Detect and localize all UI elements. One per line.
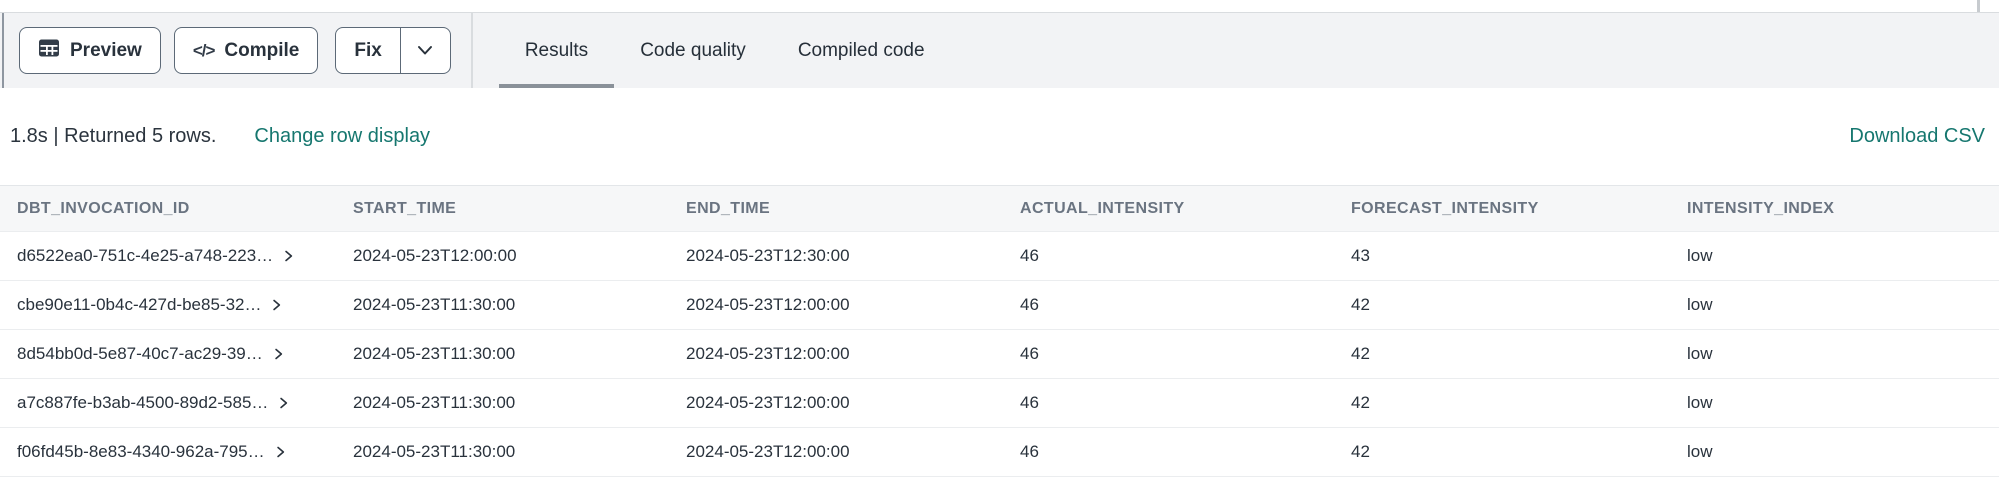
tab-results-label: Results [524, 39, 589, 61]
invocation-id-text: a7c887fe-b3ab-4500-89d2-585… [17, 393, 269, 412]
cell-dbt-invocation-id: 8d54bb0d-5e87-40c7-ac29-39… [0, 329, 336, 379]
cell-actual-intensity: 46 [1003, 231, 1334, 281]
expand-cell-chevron-right-icon[interactable] [277, 396, 290, 410]
table-row: cbe90e11-0b4c-427d-be85-32… 2024-05-23T11… [0, 280, 1999, 330]
invocation-id-text: f06fd45b-8e83-4340-962a-795… [17, 442, 265, 461]
cell-dbt-invocation-id: cbe90e11-0b4c-427d-be85-32… [0, 280, 336, 330]
column-header-end_time: END_TIME [669, 185, 1003, 232]
cell-actual-intensity: 46 [1003, 280, 1334, 330]
cell-forecast-intensity: 43 [1334, 231, 1670, 281]
chevron-down-icon [417, 40, 433, 62]
table-header-row: DBT_INVOCATION_ID START_TIME END_TIME ACTUA… [0, 185, 1999, 232]
cell-actual-intensity: 46 [1003, 378, 1334, 428]
query-results-table: DBT_INVOCATION_ID START_TIME END_TIME ACTUA… [0, 185, 1999, 477]
compile-button-label: Compile [224, 39, 300, 61]
cell-start-time: 2024-05-23T11:30:00 [336, 280, 669, 330]
tab-code-quality[interactable]: Code quality [614, 13, 772, 88]
table-row: 8d54bb0d-5e87-40c7-ac29-39… 2024-05-23T11… [0, 329, 1999, 379]
fix-split-button: Fix [335, 27, 451, 74]
table-row: a7c887fe-b3ab-4500-89d2-585… 2024-05-23T1… [0, 378, 1999, 428]
results-table-body: d6522ea0-751c-4e25-a748-223… 2024-05-23T1… [0, 231, 1999, 477]
cell-forecast-intensity: 42 [1334, 427, 1670, 477]
cell-start-time: 2024-05-23T11:30:00 [336, 427, 669, 477]
cell-intensity-index: low [1670, 231, 1999, 281]
cell-end-time: 2024-05-23T12:30:00 [669, 231, 1003, 281]
table-icon [38, 38, 60, 64]
table-row: d6522ea0-751c-4e25-a748-223… 2024-05-23T1… [0, 231, 1999, 281]
cell-actual-intensity: 46 [1003, 427, 1334, 477]
cell-actual-intensity: 46 [1003, 329, 1334, 379]
query-status-bar: 1.8s | Returned 5 rows. Change row displ… [0, 88, 1999, 185]
cell-end-time: 2024-05-23T12:00:00 [669, 329, 1003, 379]
fix-button[interactable]: Fix [336, 28, 399, 73]
cell-start-time: 2024-05-23T12:00:00 [336, 231, 669, 281]
results-toolbar: Preview </> Compile Fix Results Code qua… [0, 13, 1999, 88]
cell-end-time: 2024-05-23T12:00:00 [669, 378, 1003, 428]
preview-button[interactable]: Preview [19, 27, 161, 74]
compile-button[interactable]: </> Compile [173, 27, 319, 74]
invocation-id-text: 8d54bb0d-5e87-40c7-ac29-39… [17, 344, 263, 363]
invocation-id-text: d6522ea0-751c-4e25-a748-223… [17, 246, 274, 265]
query-status-text: 1.8s | Returned 5 rows. [10, 125, 217, 147]
tab-compiled-code[interactable]: Compiled code [772, 13, 951, 88]
expand-cell-chevron-right-icon[interactable] [274, 445, 287, 459]
scrollbar-mark [1977, 0, 1980, 12]
column-header-start_time: START_TIME [336, 185, 669, 232]
preview-button-label: Preview [70, 39, 142, 61]
change-row-display-link[interactable]: Change row display [254, 125, 431, 147]
column-header-intensity_index: INTENSITY_INDEX [1670, 185, 1999, 232]
expand-cell-chevron-right-icon[interactable] [272, 347, 285, 361]
cell-end-time: 2024-05-23T12:00:00 [669, 280, 1003, 330]
tab-compiled-code-label: Compiled code [797, 39, 925, 61]
cell-forecast-intensity: 42 [1334, 378, 1670, 428]
expand-cell-chevron-right-icon[interactable] [270, 298, 283, 312]
cell-intensity-index: low [1670, 427, 1999, 477]
cell-forecast-intensity: 42 [1334, 280, 1670, 330]
cell-start-time: 2024-05-23T11:30:00 [336, 378, 669, 428]
code-icon: </> [192, 40, 216, 60]
cell-dbt-invocation-id: f06fd45b-8e83-4340-962a-795… [0, 427, 336, 477]
table-row: f06fd45b-8e83-4340-962a-795… 2024-05-23T1… [0, 427, 1999, 477]
column-header-actual_intensity: ACTUAL_INTENSITY [1003, 185, 1334, 232]
results-table-header: DBT_INVOCATION_ID START_TIME END_TIME ACTUA… [0, 185, 1999, 232]
cell-forecast-intensity: 42 [1334, 329, 1670, 379]
tab-results[interactable]: Results [498, 13, 615, 88]
cell-end-time: 2024-05-23T12:00:00 [669, 427, 1003, 477]
panel-left-divider [2, 13, 4, 88]
cell-intensity-index: low [1670, 280, 1999, 330]
invocation-id-text: cbe90e11-0b4c-427d-be85-32… [17, 295, 262, 314]
toolbar-divider [470, 13, 473, 88]
column-header-forecast_intensity: FORECAST_INTENSITY [1334, 185, 1670, 232]
top-edge-strip [0, 0, 1999, 13]
tab-code-quality-label: Code quality [640, 39, 746, 61]
cell-start-time: 2024-05-23T11:30:00 [336, 329, 669, 379]
cell-intensity-index: low [1670, 378, 1999, 428]
cell-dbt-invocation-id: d6522ea0-751c-4e25-a748-223… [0, 231, 336, 281]
cell-intensity-index: low [1670, 329, 1999, 379]
download-csv-link[interactable]: Download CSV [1849, 125, 1985, 147]
fix-button-label: Fix [354, 39, 382, 61]
cell-dbt-invocation-id: a7c887fe-b3ab-4500-89d2-585… [0, 378, 336, 428]
column-header-dbt_invocation_id: DBT_INVOCATION_ID [0, 185, 336, 232]
results-tabs: Results Code quality Compiled code [498, 13, 951, 88]
expand-cell-chevron-right-icon[interactable] [282, 249, 295, 263]
fix-dropdown-button[interactable] [399, 28, 450, 73]
